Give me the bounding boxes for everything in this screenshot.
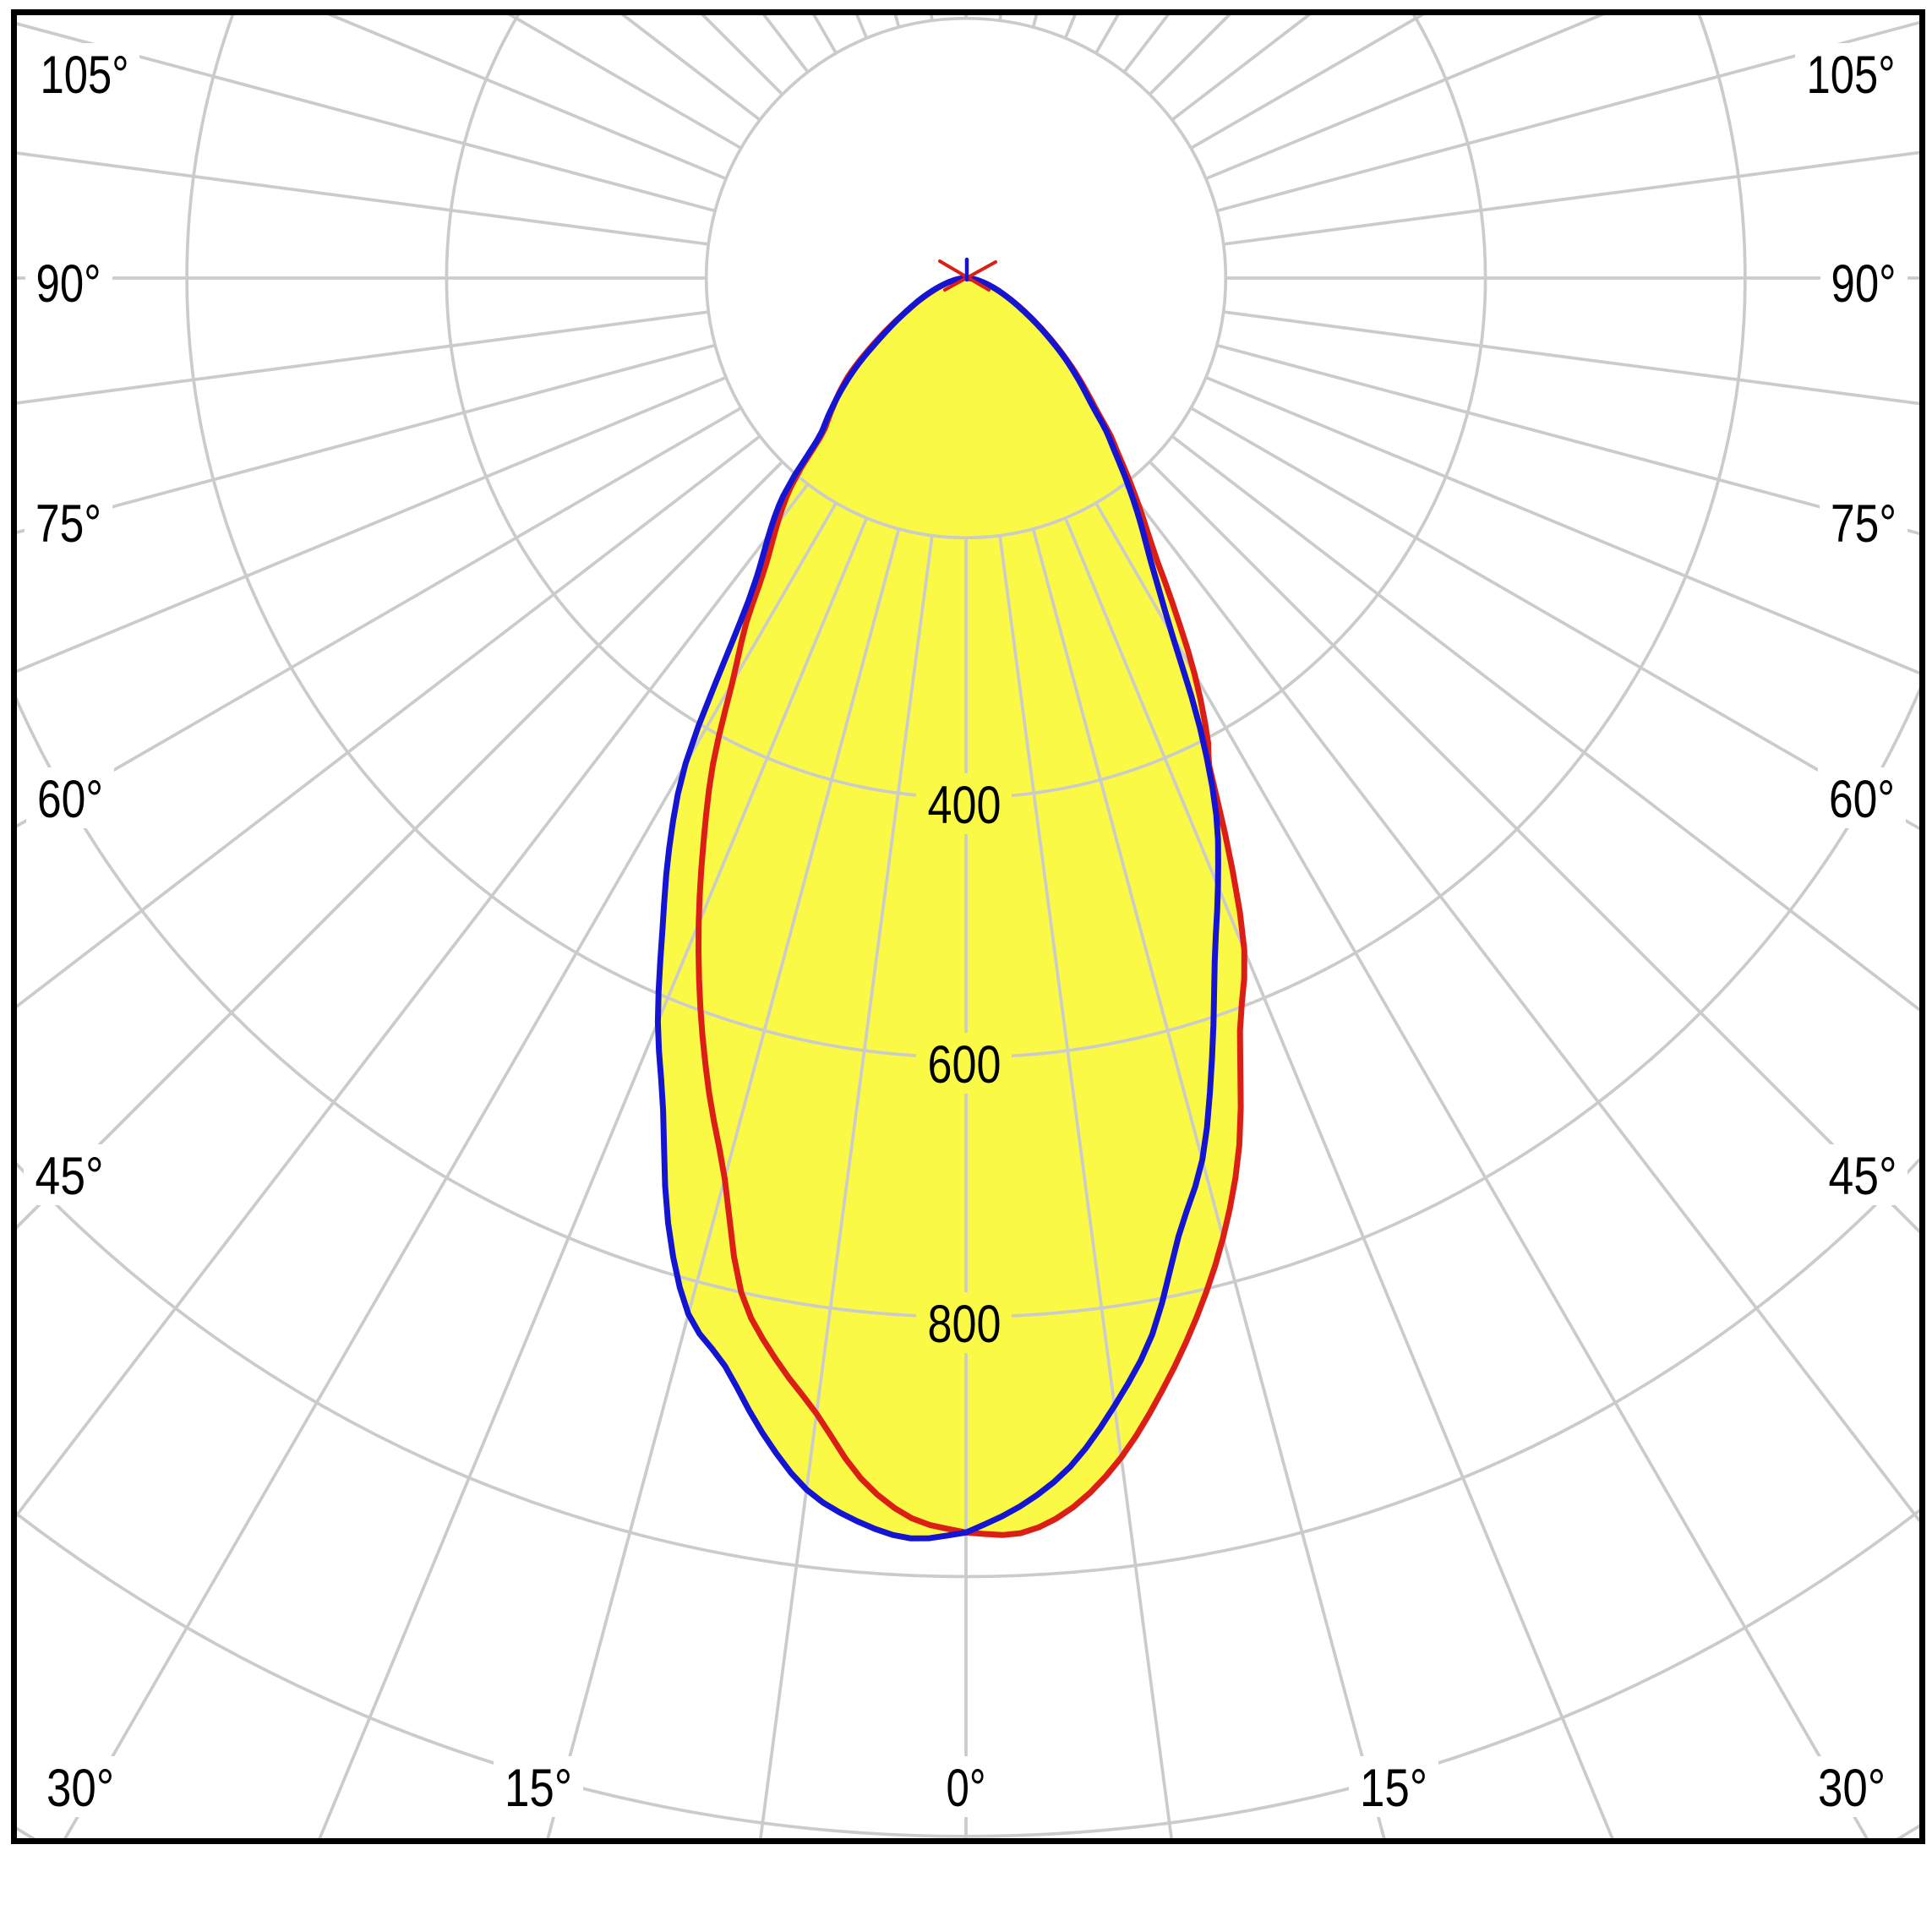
svg-text:30°: 30° [1818,1759,1886,1818]
svg-text:90°: 90° [1831,254,1897,314]
svg-text:90°: 90° [36,254,101,314]
svg-text:60°: 60° [1829,770,1895,829]
svg-text:75°: 75° [35,494,101,554]
svg-text:105°: 105° [41,46,129,105]
svg-text:400: 400 [928,776,1001,835]
svg-text:30°: 30° [46,1759,114,1818]
svg-text:600: 600 [928,1035,1001,1094]
svg-text:0°: 0° [947,1759,986,1818]
svg-text:105°: 105° [1807,46,1896,105]
svg-text:45°: 45° [1829,1147,1897,1206]
svg-text:45°: 45° [35,1147,104,1206]
svg-text:15°: 15° [505,1759,572,1818]
svg-text:75°: 75° [1831,494,1897,554]
svg-text:15°: 15° [1360,1759,1427,1818]
svg-text:60°: 60° [37,770,103,829]
svg-text:800: 800 [928,1295,1001,1354]
